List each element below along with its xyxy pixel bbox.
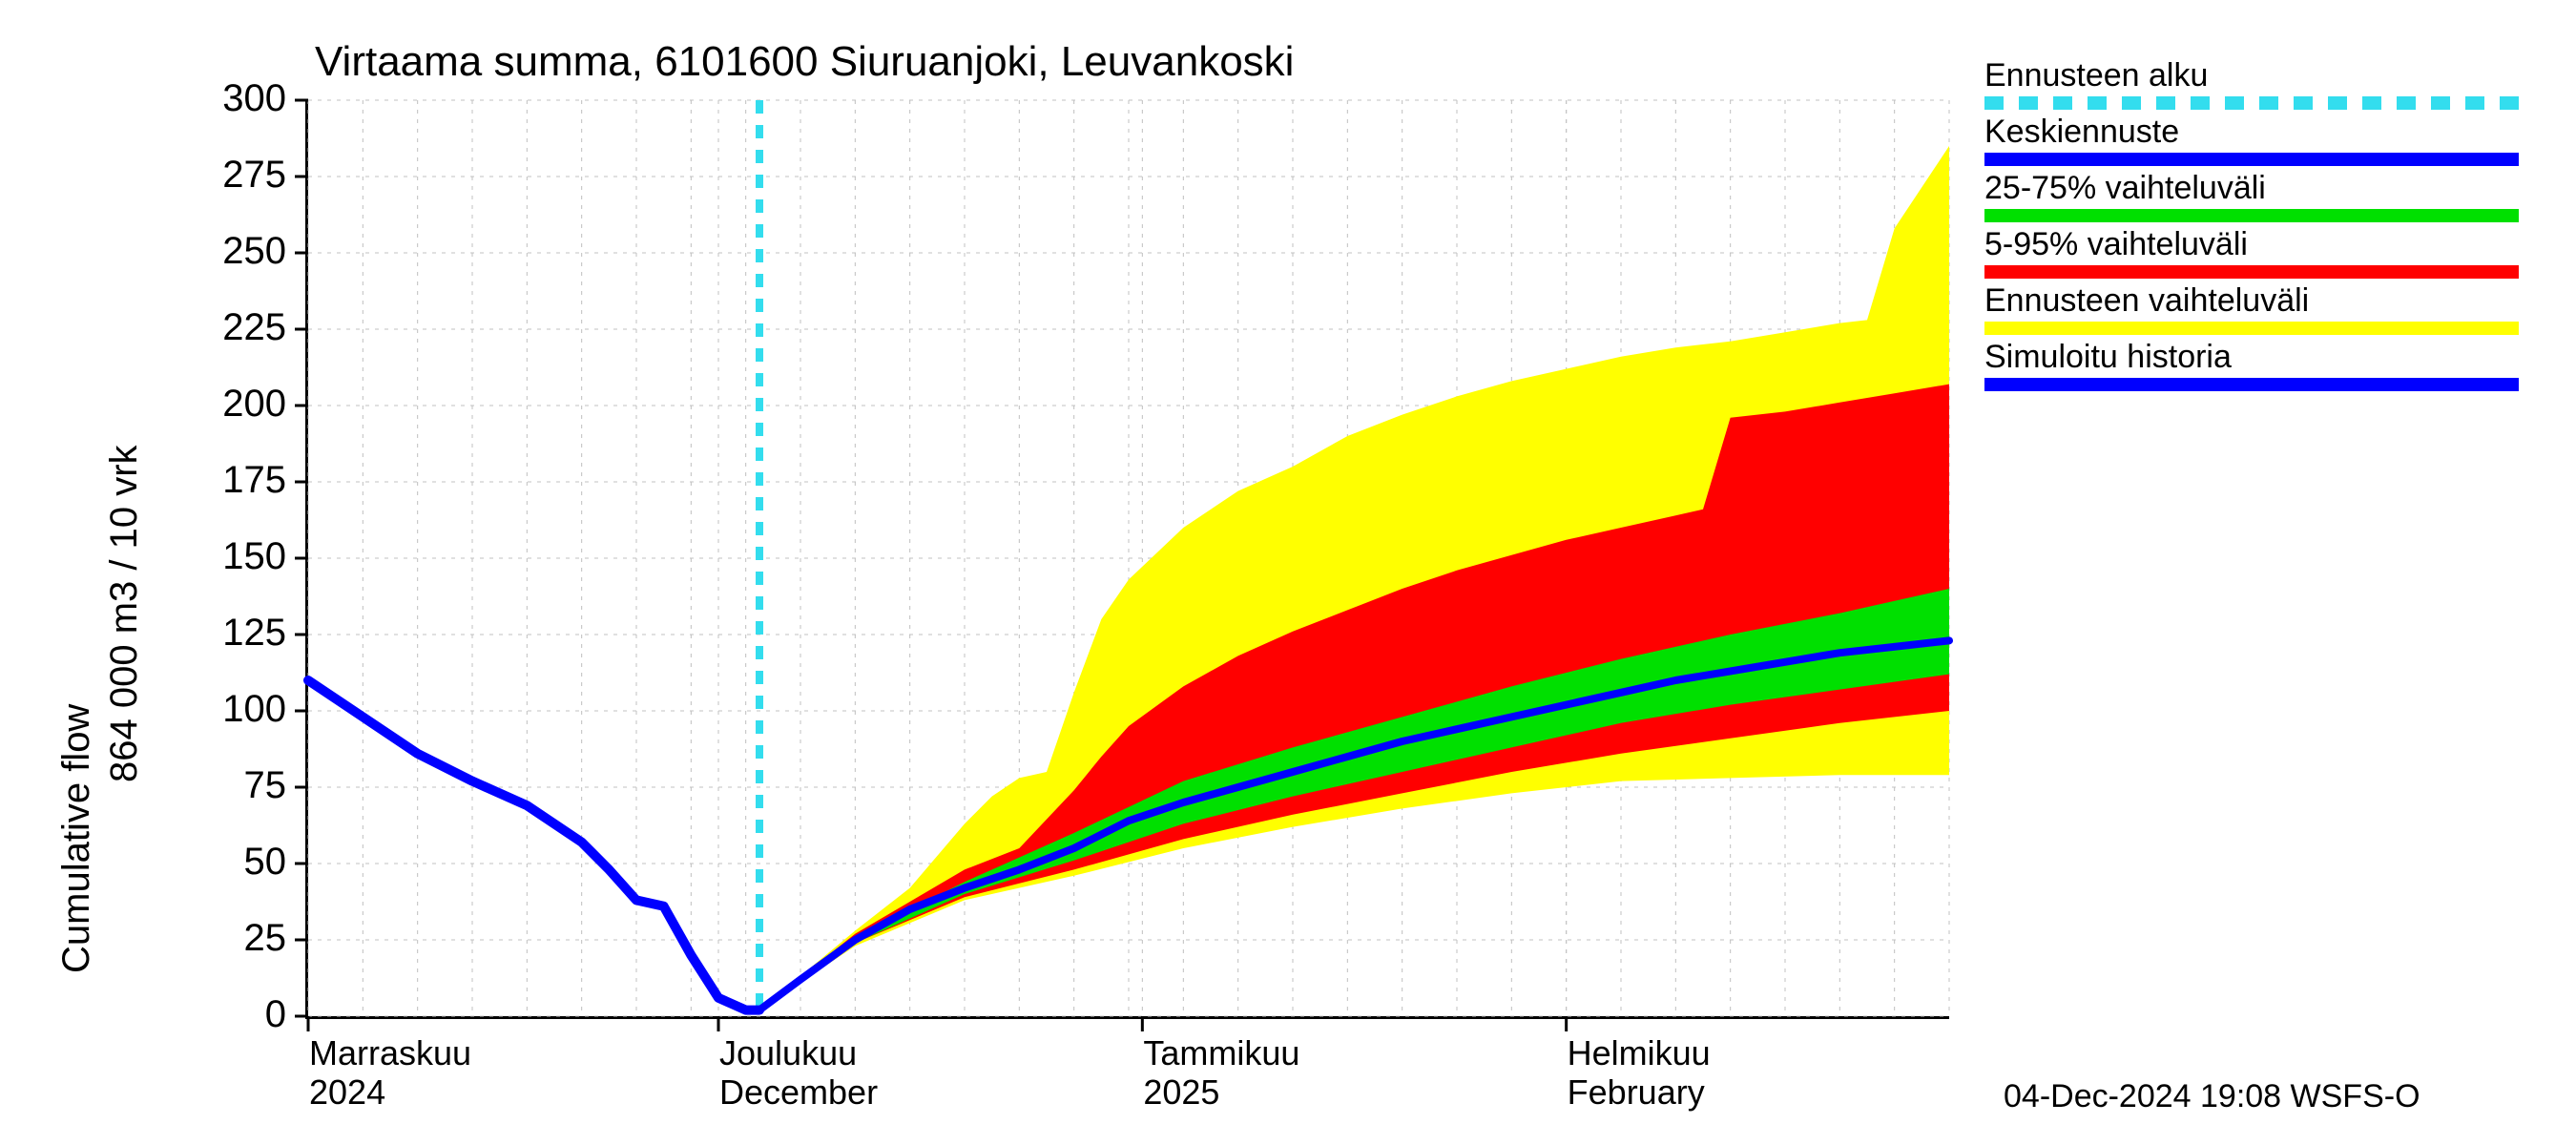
y-tick-label: 175 <box>181 459 286 502</box>
legend-label: Keskiennuste <box>1984 114 2519 151</box>
x-tick-label: Helmikuu February <box>1568 1033 1711 1113</box>
history-line <box>308 680 759 1010</box>
legend: Ennusteen alku Keskiennuste 25-75% vaihtel… <box>1984 57 2519 395</box>
footer-timestamp: 04-Dec-2024 19:08 WSFS-O <box>2004 1078 2420 1115</box>
y-tick-label: 0 <box>181 993 286 1036</box>
y-axis-label-2: 864 000 m3 / 10 vrk <box>103 445 146 782</box>
legend-label: 25-75% vaihteluväli <box>1984 170 2519 207</box>
legend-swatch <box>1984 96 2519 110</box>
x-tick-label: Joulukuu December <box>719 1033 878 1113</box>
legend-item: Ennusteen vaihteluväli <box>1984 282 2519 335</box>
legend-label: Ennusteen vaihteluväli <box>1984 282 2519 320</box>
y-tick-label: 50 <box>181 841 286 884</box>
chart-container: Virtaama summa, 6101600 Siuruanjoki, Leu… <box>0 0 2576 1145</box>
y-tick-label: 150 <box>181 535 286 578</box>
legend-swatch <box>1984 153 2519 166</box>
legend-swatch <box>1984 378 2519 391</box>
chart-title: Virtaama summa, 6101600 Siuruanjoki, Leu… <box>315 38 1294 86</box>
legend-swatch <box>1984 322 2519 335</box>
y-tick-label: 275 <box>181 154 286 197</box>
legend-swatch <box>1984 209 2519 222</box>
legend-item: 5-95% vaihteluväli <box>1984 226 2519 279</box>
legend-item: Simuloitu historia <box>1984 339 2519 391</box>
y-tick-label: 25 <box>181 917 286 960</box>
y-tick-label: 250 <box>181 230 286 273</box>
plot-svg <box>308 100 1949 1016</box>
y-axis-label-1: Cumulative flow <box>55 704 98 973</box>
legend-label: 5-95% vaihteluväli <box>1984 226 2519 263</box>
y-tick-label: 75 <box>181 764 286 807</box>
legend-item: Ennusteen alku <box>1984 57 2519 110</box>
legend-label: Ennusteen alku <box>1984 57 2519 94</box>
legend-item: 25-75% vaihteluväli <box>1984 170 2519 222</box>
y-tick-label: 225 <box>181 306 286 349</box>
y-tick-label: 125 <box>181 612 286 655</box>
legend-label: Simuloitu historia <box>1984 339 2519 376</box>
x-tick-label: Tammikuu 2025 <box>1143 1033 1299 1113</box>
legend-item: Keskiennuste <box>1984 114 2519 166</box>
legend-swatch <box>1984 265 2519 279</box>
plot-area <box>305 100 1949 1019</box>
y-tick-label: 100 <box>181 688 286 731</box>
y-tick-label: 200 <box>181 383 286 426</box>
y-tick-label: 300 <box>181 77 286 120</box>
x-tick-label: Marraskuu 2024 <box>309 1033 471 1113</box>
